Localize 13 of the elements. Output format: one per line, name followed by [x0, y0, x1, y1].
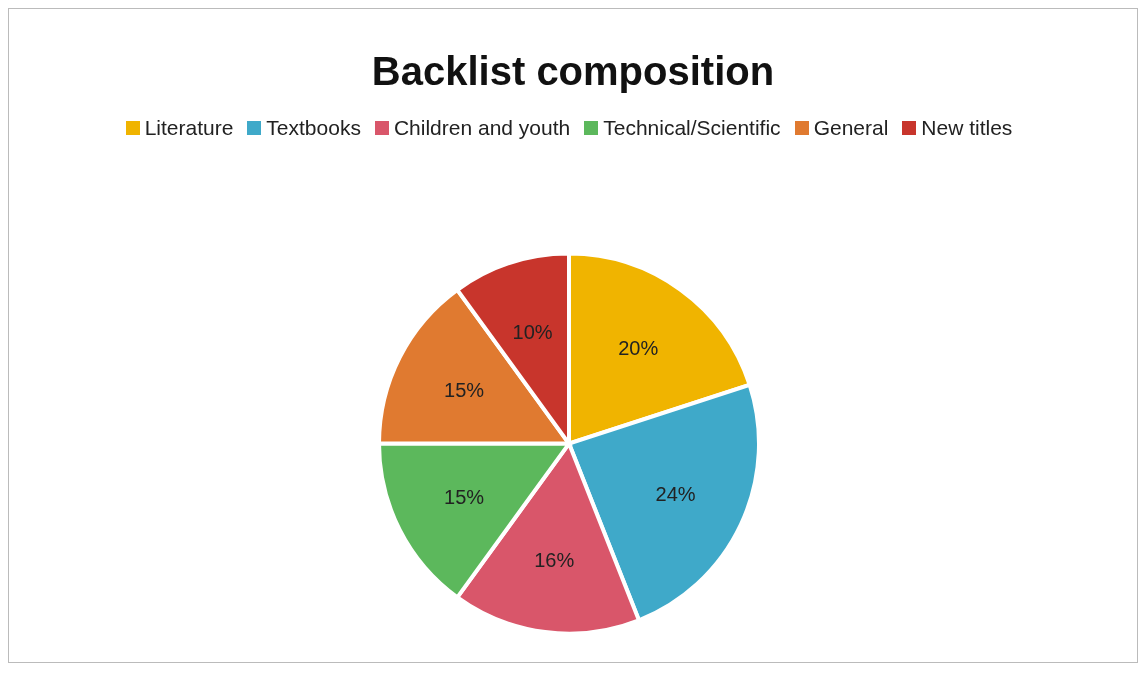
data-label: 15%: [444, 379, 485, 402]
legend-label: General: [813, 116, 889, 140]
legend-label: Textbooks: [266, 116, 361, 140]
data-label: 15%: [444, 486, 485, 509]
legend-label: New titles: [921, 116, 1013, 140]
chart-title: Backlist composition: [370, 48, 776, 95]
legend-label: Technical/Scientific: [603, 116, 781, 140]
data-label: 24%: [655, 482, 696, 505]
legend-label: Children and youth: [393, 116, 571, 140]
data-label: 20%: [618, 337, 659, 360]
data-label: 16%: [534, 549, 575, 572]
legend-label: Literature: [144, 116, 234, 140]
data-label: 10%: [512, 320, 553, 343]
